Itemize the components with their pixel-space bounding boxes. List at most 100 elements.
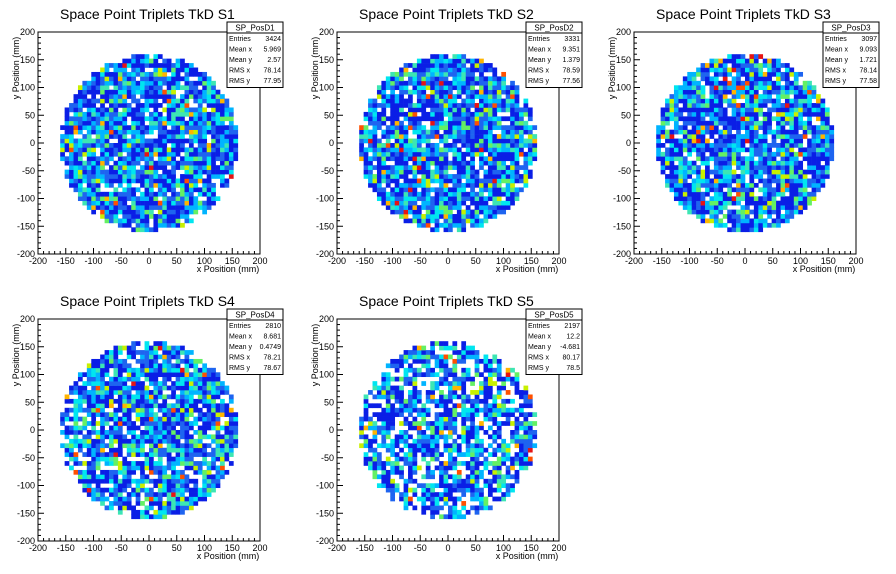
histogram-cell xyxy=(408,63,413,68)
histogram-cell xyxy=(175,363,181,369)
histogram-cell xyxy=(184,425,190,431)
histogram-cell xyxy=(122,222,128,228)
histogram-cell xyxy=(713,156,719,162)
histogram-cell xyxy=(474,67,480,73)
histogram-cell xyxy=(77,438,83,444)
x-tick-label: 200 xyxy=(252,256,267,266)
histogram-cell xyxy=(109,218,114,224)
histogram-cell xyxy=(140,474,145,480)
histogram-cell xyxy=(758,85,764,91)
histogram-cell xyxy=(82,443,88,449)
histogram-cell xyxy=(166,98,172,104)
histogram-cell xyxy=(514,169,520,175)
histogram-cell xyxy=(762,151,768,157)
histogram-cell xyxy=(758,80,764,86)
histogram-cell xyxy=(69,134,74,139)
histogram-cell xyxy=(727,227,732,233)
histogram-cell xyxy=(117,425,123,431)
histogram-cell xyxy=(86,80,92,86)
histogram-cell xyxy=(149,160,154,166)
histogram-cell xyxy=(713,222,719,228)
histogram-cell xyxy=(483,111,489,117)
histogram-cell xyxy=(368,421,373,426)
histogram-cell xyxy=(149,71,154,77)
histogram-cell xyxy=(722,200,728,206)
histogram-cell xyxy=(474,107,480,113)
histogram-cell xyxy=(202,76,208,82)
histogram-cell xyxy=(171,483,176,489)
histogram-cell xyxy=(784,94,790,99)
histogram-cell xyxy=(215,474,221,480)
histogram-cell xyxy=(180,120,185,126)
histogram-cell xyxy=(157,160,163,166)
stats-key: RMS y xyxy=(229,365,251,372)
histogram-cell xyxy=(117,205,123,210)
histogram-cell xyxy=(496,187,502,193)
histogram-cell xyxy=(206,385,212,391)
histogram-cell xyxy=(390,111,396,117)
histogram-cell xyxy=(206,407,212,413)
histogram-cell xyxy=(188,501,194,506)
histogram-cell xyxy=(807,147,812,153)
histogram-cell xyxy=(368,129,373,135)
histogram-cell xyxy=(184,85,190,91)
histogram-cell xyxy=(188,80,194,86)
histogram-cell xyxy=(91,492,97,497)
histogram-cell xyxy=(131,80,136,86)
histogram-cell xyxy=(77,129,83,135)
histogram-cell xyxy=(762,85,768,91)
histogram-cell xyxy=(483,187,489,193)
histogram-cell xyxy=(175,200,181,206)
histogram-cell xyxy=(731,187,737,193)
histogram-cell xyxy=(109,200,114,206)
histogram-cell xyxy=(669,116,675,122)
histogram-cell xyxy=(736,134,741,139)
histogram-cell xyxy=(745,58,750,64)
histogram-cell xyxy=(474,125,480,130)
histogram-cell xyxy=(793,191,799,197)
histogram-cell xyxy=(439,200,444,206)
histogram-cell xyxy=(131,478,136,484)
histogram-cell xyxy=(425,218,431,224)
histogram-cell xyxy=(91,138,97,144)
histogram-cell xyxy=(82,398,88,404)
histogram-cell xyxy=(180,403,185,409)
histogram-cell xyxy=(211,80,216,86)
histogram-cell xyxy=(479,182,484,188)
histogram-cell xyxy=(660,116,666,122)
histogram-cell xyxy=(456,178,462,184)
histogram-cell xyxy=(175,496,181,502)
histogram-cell xyxy=(780,214,786,219)
histogram-cell xyxy=(700,200,706,206)
histogram-cell xyxy=(149,394,154,400)
histogram-cell xyxy=(487,103,493,108)
histogram-cell xyxy=(95,174,101,179)
histogram-cell xyxy=(793,182,799,188)
histogram-cell xyxy=(403,156,409,162)
histogram-cell xyxy=(184,200,190,206)
histogram-cell xyxy=(153,403,159,409)
histogram-cell xyxy=(793,80,799,86)
histogram-cell xyxy=(197,443,203,449)
histogram-cell xyxy=(758,169,764,175)
histogram-cell xyxy=(718,129,724,135)
histogram-cell xyxy=(202,125,208,130)
histogram-cell xyxy=(465,174,471,179)
histogram-cell xyxy=(709,200,715,206)
histogram-cell xyxy=(443,218,449,224)
histogram-cell xyxy=(157,80,163,86)
histogram-cell xyxy=(789,98,795,104)
histogram-cell xyxy=(211,125,216,130)
histogram-cell xyxy=(669,187,675,193)
histogram-cell xyxy=(753,94,759,99)
histogram-cell xyxy=(696,143,701,148)
histogram-cell xyxy=(206,434,212,440)
histogram-cell xyxy=(722,98,728,104)
histogram-cell xyxy=(73,147,79,153)
histogram-cell xyxy=(372,412,378,417)
histogram-cell xyxy=(780,178,786,184)
histogram-cell xyxy=(82,138,88,144)
histogram-cell xyxy=(816,111,821,117)
histogram-cell xyxy=(470,67,475,73)
histogram-cell xyxy=(91,147,97,153)
